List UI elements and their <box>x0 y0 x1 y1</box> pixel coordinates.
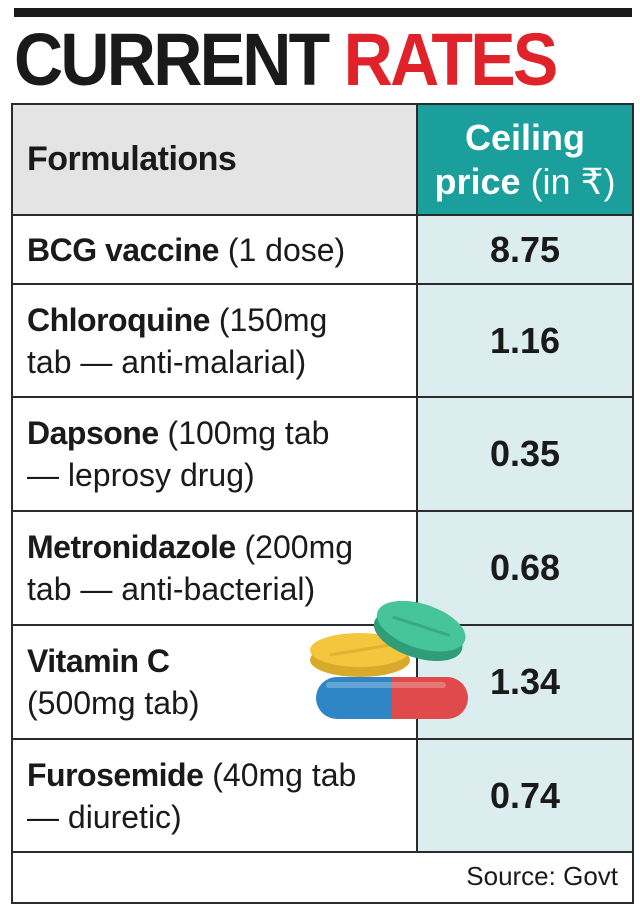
row-formulation: Vitamin C (500mg tab) <box>13 626 418 738</box>
table-row: Chloroquine (150mg tab — anti-malarial) … <box>13 285 632 398</box>
header-price-line2: price (in ₹) <box>434 160 616 202</box>
title-word-rates: RATES <box>343 18 559 101</box>
source-row: Source: Govt <box>13 853 632 902</box>
page-title: CURRENT RATES <box>14 18 559 101</box>
table-row: BCG vaccine (1 dose) 8.75 <box>13 216 632 285</box>
top-rule <box>14 8 632 17</box>
row-price: 8.75 <box>418 216 632 283</box>
title-word-current: CURRENT <box>14 18 330 101</box>
table-row: Metronidazole (200mg tab — anti-bacteria… <box>13 512 632 626</box>
row-price: 0.68 <box>418 512 632 624</box>
header-formulations: Formulations <box>13 105 418 216</box>
header-ceiling-price: Ceiling price (in ₹) <box>418 105 632 216</box>
row-formulation: Dapsone (100mg tab — leprosy drug) <box>13 398 418 510</box>
row-price: 1.34 <box>418 626 632 738</box>
header-price-line1: Ceiling <box>464 116 585 158</box>
table-row: Furosemide (40mg tab — diuretic) 0.74 <box>13 740 632 853</box>
rates-table: Formulations Ceiling price (in ₹) BCG va… <box>11 103 634 904</box>
row-formulation: BCG vaccine (1 dose) <box>13 216 418 283</box>
row-price: 0.35 <box>418 398 632 510</box>
row-price: 0.74 <box>418 740 632 851</box>
table-row: Vitamin C (500mg tab) 1.34 <box>13 626 632 740</box>
row-price: 1.16 <box>418 285 632 396</box>
source-note: Source: Govt <box>466 861 618 891</box>
table-row: Dapsone (100mg tab — leprosy drug) 0.35 <box>13 398 632 512</box>
row-formulation: Metronidazole (200mg tab — anti-bacteria… <box>13 512 418 624</box>
row-formulation: Chloroquine (150mg tab — anti-malarial) <box>13 285 418 396</box>
row-formulation: Furosemide (40mg tab — diuretic) <box>13 740 418 851</box>
